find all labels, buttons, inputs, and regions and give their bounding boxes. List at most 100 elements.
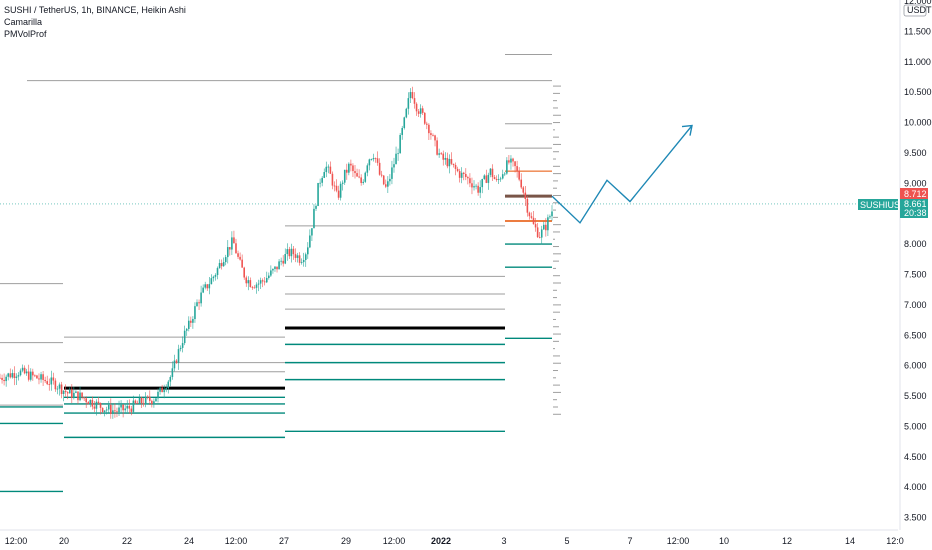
candle-body — [382, 175, 385, 185]
candle-body — [175, 360, 178, 363]
candle-body — [352, 165, 354, 172]
price-tick-label: 11.000 — [904, 57, 931, 67]
candle-body — [40, 374, 42, 380]
candle-body — [426, 123, 428, 125]
candle-body — [317, 183, 319, 206]
candle-body — [64, 390, 67, 393]
legend-indicator-camarilla[interactable]: Camarilla — [4, 17, 43, 27]
candle-body — [79, 392, 81, 401]
forecast-path[interactable] — [551, 125, 693, 224]
time-tick-label: 29 — [341, 536, 351, 546]
candle-body — [378, 162, 381, 175]
candle-body — [122, 404, 124, 411]
time-tick-label: 20 — [59, 536, 69, 546]
candle-body — [226, 247, 229, 258]
candle-body — [25, 371, 28, 374]
candle-body — [202, 287, 204, 293]
candle-body — [36, 375, 38, 379]
symbol-tag[interactable] — [858, 199, 898, 210]
candle-body — [444, 157, 447, 160]
candle-body — [77, 391, 79, 401]
candle-body — [1, 377, 3, 380]
candle-body — [91, 399, 94, 407]
candle-body — [81, 392, 83, 398]
candle-body — [161, 387, 163, 393]
candle-body — [538, 237, 541, 238]
candle-body — [255, 284, 258, 288]
candle-body — [169, 376, 172, 382]
candle-body — [222, 262, 225, 267]
candle-body — [428, 124, 430, 134]
candle-body — [165, 388, 168, 391]
price-tick-label: 4.000 — [904, 482, 927, 492]
candle-body — [292, 248, 295, 255]
candle-body — [460, 172, 463, 178]
candle-body — [409, 92, 412, 99]
candle-body — [17, 375, 20, 377]
time-tick-label: 12 — [782, 536, 792, 546]
candle-body — [44, 379, 46, 382]
candle-body — [331, 173, 334, 186]
candle-body — [413, 98, 416, 104]
candle-body — [401, 127, 404, 135]
candle-body — [192, 319, 194, 323]
candle-body — [194, 306, 196, 320]
candle-body — [296, 255, 299, 258]
candle-body — [456, 168, 459, 172]
candle-body — [286, 249, 289, 255]
candle-body — [421, 108, 424, 113]
candle-body — [157, 391, 159, 399]
candle-body — [290, 248, 293, 257]
candle-body — [235, 243, 237, 254]
candle-body — [224, 257, 227, 263]
candle-body — [270, 270, 272, 276]
candle-body — [66, 392, 69, 394]
candle-body — [19, 370, 22, 376]
candle-body — [446, 157, 449, 167]
time-tick-label: 27 — [279, 536, 289, 546]
candle-body — [151, 400, 153, 404]
candle-body — [524, 192, 527, 199]
candle-body — [71, 389, 73, 398]
candle-body — [282, 260, 284, 264]
candle-body — [216, 268, 219, 276]
legend-indicator-pmvolprof[interactable]: PMVolProf — [4, 29, 47, 39]
candle-body — [99, 402, 102, 408]
candle-body — [126, 405, 129, 409]
candle-body — [50, 377, 53, 385]
candle-body — [419, 108, 422, 114]
symbol-tag-text: SUSHIUSDT — [860, 200, 913, 210]
legend-symbol-title[interactable]: SUSHI / TetherUS, 1h, BINANCE, Heikin As… — [4, 5, 186, 15]
candle-body — [393, 164, 395, 168]
candle-body — [101, 407, 104, 412]
candle-body — [190, 320, 192, 323]
candle-body — [485, 175, 488, 183]
candle-body — [327, 166, 330, 168]
candle-body — [391, 167, 393, 179]
candle-body — [173, 360, 176, 369]
candle-body — [335, 185, 338, 191]
candle-body — [522, 187, 525, 193]
time-tick-label: 12:00 — [383, 536, 406, 546]
candle-body — [208, 284, 211, 289]
candle-body — [42, 374, 44, 380]
last-price-text: 8.661 — [904, 199, 927, 209]
prev-close-text: 8.712 — [904, 189, 927, 199]
price-tick-label: 10.500 — [904, 87, 932, 97]
candle-body — [185, 328, 188, 331]
candle-body — [530, 216, 533, 218]
candle-body — [105, 409, 108, 411]
candle-body — [547, 217, 549, 231]
candle-body — [487, 174, 490, 183]
price-tick-label: 10.000 — [904, 118, 932, 128]
candle-body — [155, 398, 157, 402]
candle-body — [181, 343, 184, 348]
candle-body — [440, 153, 442, 155]
candle-body — [218, 263, 221, 269]
candle-body — [497, 179, 500, 181]
candle-body — [471, 183, 473, 188]
currency-badge[interactable] — [903, 4, 927, 17]
